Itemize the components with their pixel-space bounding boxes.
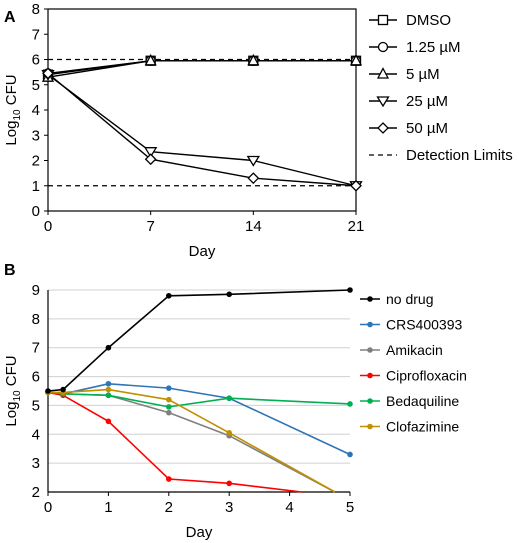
y-tick-label: 1 bbox=[32, 178, 40, 195]
data-point bbox=[105, 344, 112, 351]
y-tick-label: 3 bbox=[32, 127, 40, 144]
data-point bbox=[105, 380, 112, 387]
y-tick-label: 4 bbox=[32, 426, 40, 443]
data-point bbox=[105, 386, 112, 393]
x-tick-label: 4 bbox=[285, 499, 293, 516]
data-point bbox=[347, 451, 353, 458]
data-point bbox=[226, 395, 232, 402]
legend-marker bbox=[367, 423, 373, 430]
legend-marker bbox=[376, 67, 390, 79]
series-line bbox=[47, 391, 351, 408]
y-tick-label: 4 bbox=[32, 102, 40, 119]
data-point bbox=[247, 53, 260, 66]
y-tick-label: 2 bbox=[32, 153, 40, 170]
y-tick-label: 8 bbox=[32, 1, 40, 18]
legend-label: 5 µM bbox=[406, 66, 440, 83]
series-line bbox=[47, 391, 302, 493]
legend-marker bbox=[367, 398, 373, 404]
x-tick-label: 2 bbox=[165, 499, 173, 516]
data-point bbox=[166, 396, 172, 403]
legend-marker bbox=[367, 296, 373, 302]
data-point bbox=[226, 480, 232, 487]
panel-a-label: A bbox=[4, 9, 16, 26]
data-point bbox=[60, 386, 66, 393]
data-point bbox=[42, 67, 54, 80]
legend-marker bbox=[367, 372, 373, 379]
y-tick-label: 0 bbox=[32, 203, 40, 220]
y-axis-label: Log10 CFU bbox=[3, 355, 23, 426]
data-point bbox=[166, 476, 172, 482]
series-line bbox=[47, 74, 357, 187]
data-point bbox=[226, 291, 232, 298]
x-axis-label: Day bbox=[186, 524, 213, 541]
y-tick-label: 3 bbox=[32, 455, 40, 472]
legend-marker bbox=[377, 14, 389, 26]
data-point bbox=[144, 53, 157, 66]
y-tick-label: 6 bbox=[32, 369, 40, 386]
legend-label: 25 µM bbox=[406, 93, 448, 110]
data-point bbox=[105, 418, 112, 425]
x-axis-label: Day bbox=[189, 243, 216, 260]
legend-label: Bedaquiline bbox=[386, 393, 459, 409]
x-tick-label: 3 bbox=[225, 499, 233, 516]
data-point bbox=[166, 409, 172, 416]
data-point bbox=[347, 401, 353, 407]
x-tick-label: 14 bbox=[245, 218, 262, 235]
legend-marker bbox=[367, 321, 373, 328]
x-tick-label: 0 bbox=[44, 218, 52, 235]
x-tick-label: 5 bbox=[346, 499, 354, 516]
series-line bbox=[47, 289, 351, 392]
data-point bbox=[105, 392, 112, 399]
x-tick-label: 7 bbox=[146, 218, 154, 235]
y-tick-label: 6 bbox=[32, 52, 40, 69]
data-point bbox=[144, 147, 158, 158]
series-line bbox=[47, 60, 356, 75]
y-tick-label: 7 bbox=[32, 340, 40, 357]
data-point bbox=[166, 292, 172, 299]
x-tick-label: 1 bbox=[104, 499, 112, 516]
legend-marker bbox=[377, 41, 389, 53]
data-point bbox=[166, 385, 172, 391]
y-tick-label: 8 bbox=[32, 311, 40, 328]
data-point bbox=[166, 404, 172, 410]
data-point bbox=[144, 153, 157, 166]
data-point bbox=[350, 179, 362, 192]
data-point bbox=[246, 155, 260, 167]
series-line bbox=[47, 391, 336, 493]
legend-label: 1.25 µM bbox=[406, 39, 461, 56]
legend-label: Clofazimine bbox=[386, 419, 459, 435]
legend-label: Amikacin bbox=[386, 342, 443, 358]
legend-label: DMSO bbox=[406, 12, 451, 29]
y-tick-label: 5 bbox=[32, 397, 40, 414]
legend-label: CRS400393 bbox=[386, 317, 462, 333]
panel-b: B 2 3 4 5 6 7 8 9 0 1 2 3 4 5 Day Log10 CFU no drug CRS400… bbox=[3, 262, 467, 541]
y-tick-label: 9 bbox=[32, 282, 40, 299]
legend-marker bbox=[367, 347, 373, 353]
x-tick-label: 21 bbox=[348, 218, 365, 235]
y-tick-label: 2 bbox=[32, 484, 40, 501]
legend-label: Detection Limits bbox=[406, 147, 513, 164]
legend-label: Ciprofloxacin bbox=[386, 368, 467, 384]
data-point bbox=[45, 388, 51, 394]
series-line bbox=[47, 72, 357, 187]
legend-label: 50 µM bbox=[406, 120, 448, 137]
data-point bbox=[226, 430, 232, 436]
data-point bbox=[247, 172, 260, 185]
legend-label: no drug bbox=[386, 291, 433, 307]
x-tick-label: 0 bbox=[44, 499, 52, 516]
y-tick-label: 7 bbox=[32, 26, 40, 43]
panel-a: A 0 1 2 3 4 5 6 7 8 0 7 14 21 Day Log10 CFU DMSO 1.25 µM 5… bbox=[3, 1, 513, 260]
panel-b-label: B bbox=[4, 262, 16, 279]
legend-marker bbox=[376, 96, 390, 108]
series-line bbox=[48, 388, 336, 493]
y-tick-label: 5 bbox=[32, 77, 40, 94]
data-point bbox=[349, 53, 363, 66]
y-axis-label: Log10 CFU bbox=[3, 74, 23, 145]
data-point bbox=[347, 287, 353, 293]
series-line bbox=[47, 60, 356, 78]
legend-marker bbox=[377, 122, 389, 134]
